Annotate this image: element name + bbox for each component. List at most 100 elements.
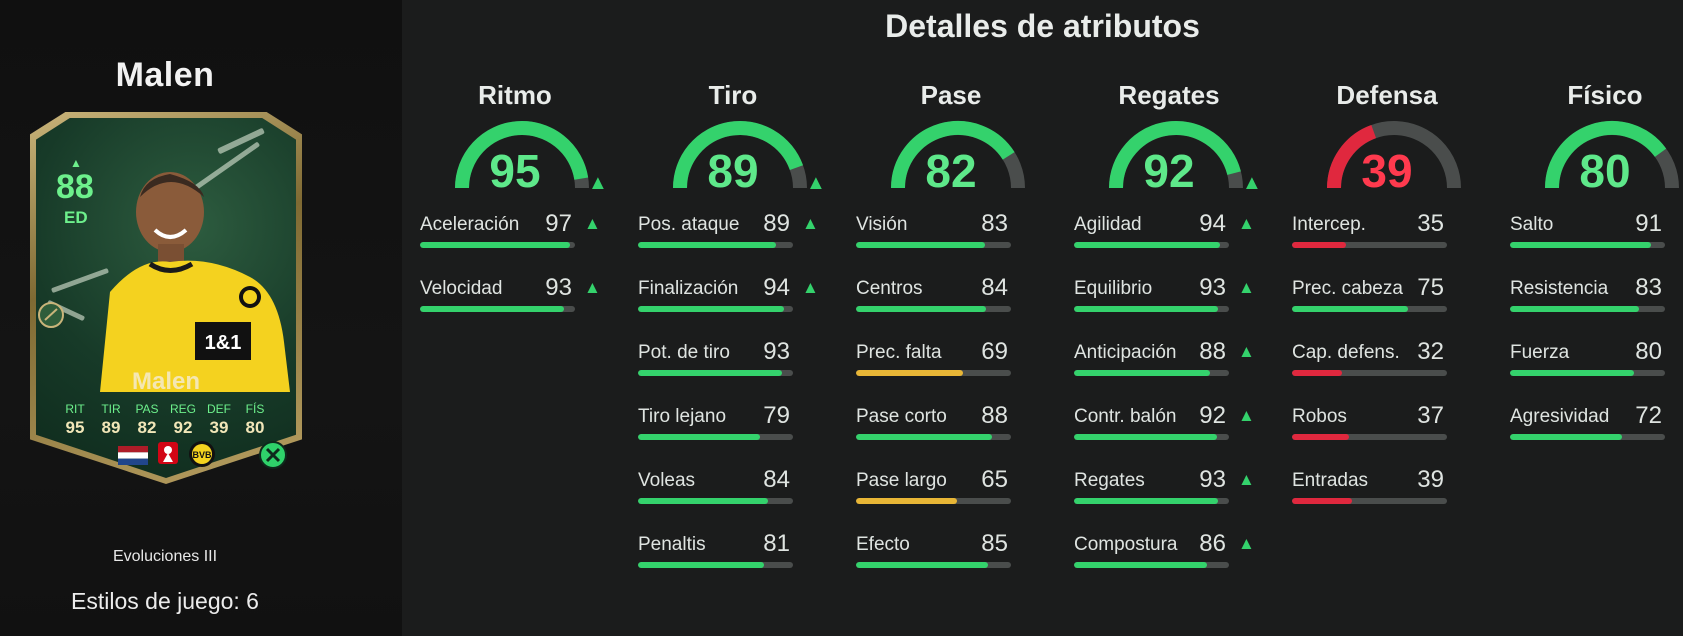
stat-row[interactable]: Fuerza 80: [1510, 338, 1683, 382]
stat-name: Entradas: [1292, 470, 1369, 491]
upgrade-arrow-icon: ▲: [1238, 534, 1255, 553]
stat-bar-fill: [1292, 306, 1409, 312]
stat-row[interactable]: Aceleración 97 ▲: [420, 210, 620, 254]
stat-row[interactable]: Regates 93 ▲: [1074, 466, 1274, 510]
stat-value: 80: [1635, 338, 1662, 365]
stat-row[interactable]: Entradas 39: [1292, 466, 1492, 510]
stat-bar-fill: [1074, 562, 1208, 568]
stat-row[interactable]: Agresividad 72: [1510, 402, 1683, 446]
netherlands-flag-icon: [118, 446, 148, 465]
stat-bar: [1074, 434, 1229, 440]
stat-name: Pot. de tiro: [638, 342, 730, 363]
stat-bar-fill: [1074, 498, 1219, 504]
svg-text:BVB: BVB: [192, 450, 212, 460]
stat-row[interactable]: Robos 37: [1292, 402, 1492, 446]
stat-row[interactable]: Pot. de tiro 93: [638, 338, 838, 382]
stat-bar-fill: [638, 370, 783, 376]
stat-bar-fill: [1510, 370, 1634, 376]
stat-bar-fill: [856, 242, 985, 248]
card-stat-label: REG: [169, 402, 196, 416]
stat-row[interactable]: Compostura 86 ▲: [1074, 530, 1274, 574]
playstyles-count[interactable]: Estilos de juego: 6: [71, 588, 259, 614]
stat-row[interactable]: Intercep. 35: [1292, 210, 1492, 254]
stat-row[interactable]: Anticipación 88 ▲: [1074, 338, 1274, 382]
stat-name: Prec. falta: [856, 342, 942, 363]
card-rating: 88: [56, 168, 94, 206]
stat-row[interactable]: Equilibrio 93 ▲: [1074, 274, 1274, 318]
stat-bar: [638, 434, 793, 440]
stat-value: 93: [1199, 274, 1226, 301]
stat-bar-fill: [856, 434, 993, 440]
category-value: 82: [925, 145, 977, 197]
stat-value: 72: [1635, 402, 1662, 429]
upgrade-arrow-icon: ▲: [584, 214, 601, 233]
player-card[interactable]: 1&1 ▲ 88 ED Malen RIT 95 TIR 89 PAS 82: [30, 112, 302, 484]
stat-bar: [420, 306, 575, 312]
stat-value: 89: [763, 210, 790, 237]
stat-row[interactable]: Penaltis 81: [638, 530, 838, 574]
stat-value: 69: [981, 338, 1008, 365]
stat-bar-fill: [856, 306, 987, 312]
stat-name: Cap. defens.: [1292, 342, 1400, 363]
stat-bar-fill: [1074, 434, 1217, 440]
stat-row[interactable]: Salto 91: [1510, 210, 1683, 254]
stat-name: Anticipación: [1074, 342, 1177, 363]
stat-name: Agresividad: [1510, 406, 1610, 427]
stat-value: 91: [1635, 210, 1662, 237]
card-stat-label: PAS: [135, 402, 159, 416]
stat-bar-fill: [1074, 306, 1219, 312]
card-stats: RIT 95 TIR 89 PAS 82 REG 92 DEF 39 FÍS 8…: [60, 402, 270, 438]
stat-row[interactable]: Centros 84: [856, 274, 1056, 318]
stat-value: 93: [545, 274, 572, 301]
stat-name: Intercep.: [1292, 214, 1366, 235]
stat-bar: [638, 242, 793, 248]
stat-row[interactable]: Velocidad 93 ▲: [420, 274, 620, 318]
stat-name: Centros: [856, 278, 923, 299]
stat-bar-fill: [638, 498, 769, 504]
stat-row[interactable]: Voleas 84: [638, 466, 838, 510]
category-gauge: [673, 121, 807, 189]
stat-row[interactable]: Resistencia 83: [1510, 274, 1683, 318]
upgrade-arrow-icon: ▲: [584, 278, 601, 297]
stat-row[interactable]: Prec. falta 69: [856, 338, 1056, 382]
stat-bar-fill: [1510, 434, 1622, 440]
stat-name: Agilidad: [1074, 214, 1142, 235]
stat-name: Contr. balón: [1074, 406, 1177, 427]
stat-row[interactable]: Finalización 94 ▲: [638, 274, 838, 318]
stat-row[interactable]: Cap. defens. 32: [1292, 338, 1492, 382]
player-photo: 1&1: [100, 172, 290, 392]
stat-bar-fill: [856, 498, 957, 504]
stat-row[interactable]: Visión 83: [856, 210, 1056, 254]
card-stat-label: TIR: [101, 402, 121, 416]
stat-value: 92: [1199, 402, 1226, 429]
program-label: Evoluciones III: [112, 548, 218, 565]
stat-bar: [1074, 498, 1229, 504]
rating-up-icon: ▲: [70, 156, 82, 170]
stat-bar: [1292, 434, 1447, 440]
stat-bar: [856, 242, 1011, 248]
player-name: Malen: [115, 56, 215, 94]
stat-value: 75: [1417, 274, 1444, 301]
stat-bar: [1510, 306, 1665, 312]
category-value: 95: [489, 145, 541, 197]
card-position: ED: [64, 208, 88, 227]
stat-bar: [420, 242, 575, 248]
stat-bar: [1292, 242, 1447, 248]
stat-row[interactable]: Pos. ataque 89 ▲: [638, 210, 838, 254]
stat-row[interactable]: Pase corto 88: [856, 402, 1056, 446]
stat-bar: [638, 370, 793, 376]
upgrade-arrow-icon: ▲: [1238, 278, 1255, 297]
stat-row[interactable]: Agilidad 94 ▲: [1074, 210, 1274, 254]
stat-bar-fill: [638, 242, 776, 248]
stat-row[interactable]: Pase largo 65: [856, 466, 1056, 510]
stat-row[interactable]: Efecto 85: [856, 530, 1056, 574]
stat-value: 88: [1199, 338, 1226, 365]
stat-bar-fill: [856, 370, 963, 376]
gauge-fill: [1327, 124, 1377, 189]
stat-value: 88: [981, 402, 1008, 429]
stat-row[interactable]: Tiro lejano 79: [638, 402, 838, 446]
stat-row[interactable]: Prec. cabeza 75: [1292, 274, 1492, 318]
stat-row[interactable]: Contr. balón 92 ▲: [1074, 402, 1274, 446]
card-stat-value: 95: [65, 418, 85, 437]
card-stat: RIT 95: [60, 402, 90, 438]
